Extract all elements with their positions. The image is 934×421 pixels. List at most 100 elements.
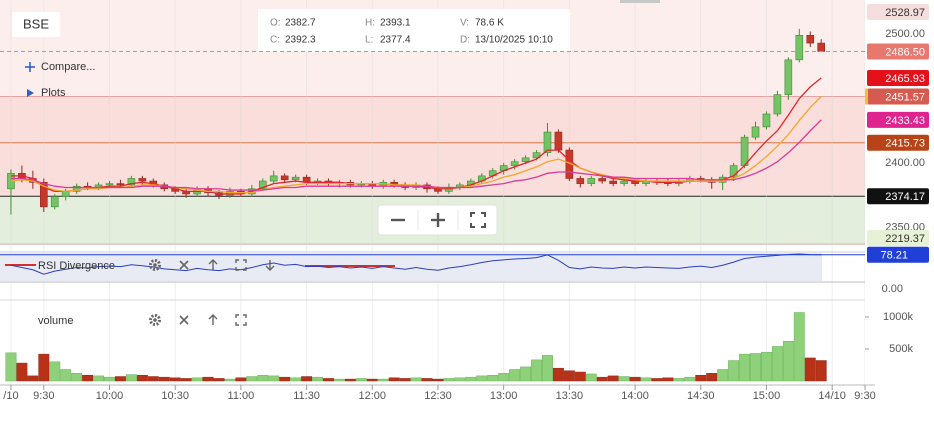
volume-bar (60, 369, 72, 382)
volume-bar (388, 377, 400, 382)
plots-button[interactable]: Plots (41, 87, 66, 99)
expand-icon[interactable] (235, 314, 247, 326)
plots-icon (27, 89, 34, 97)
volume-bar (169, 377, 181, 382)
volume-bar (5, 352, 17, 382)
candle-body (784, 59, 793, 95)
fullscreen-button[interactable] (470, 212, 486, 228)
volume-bar (761, 351, 772, 382)
volume-title: volume (38, 315, 73, 327)
candle-body (127, 178, 136, 186)
volume-bar (93, 375, 104, 382)
zoom-in-button[interactable] (431, 213, 445, 227)
x-tick-label: 10:00 (96, 390, 124, 402)
info-key: D: (460, 35, 470, 46)
volume-bar (290, 377, 302, 382)
price-tag-label: 2451.57 (885, 91, 925, 103)
settings-icon[interactable] (149, 314, 161, 326)
candle-body (39, 182, 48, 208)
rsi-tag-label: 78.21 (880, 250, 908, 262)
candle-body (72, 185, 81, 192)
volume-bar (596, 376, 608, 382)
study-icons (149, 259, 275, 326)
x-tick-label: /10 (3, 390, 18, 402)
volume-bar (147, 376, 159, 382)
compare-button[interactable]: Compare... (41, 61, 95, 73)
candle-body (105, 183, 114, 186)
volume-bar (82, 374, 94, 382)
drag-handle[interactable] (620, 0, 660, 3)
info-key: C: (270, 35, 280, 46)
price-axis (865, 0, 934, 421)
x-tick-label: 11:00 (228, 390, 255, 402)
volume-bar (377, 378, 389, 382)
price-tag-label: 2415.73 (885, 138, 925, 150)
volume-bar (607, 375, 619, 382)
move-down-icon[interactable] (265, 260, 275, 271)
x-tick-label: 12:00 (359, 390, 387, 402)
candle-body (576, 178, 585, 184)
candle-body (543, 131, 552, 153)
price-tag-label: 2465.93 (885, 73, 925, 85)
ohlc-info: O: 2382.7 H: 2393.1 V: 78.6 K C: 2392.3 L: 2377.4… (270, 18, 553, 46)
price-tag (867, 4, 929, 20)
volume-bar (399, 378, 411, 382)
plot (0, 28, 865, 382)
price-tag (867, 188, 929, 205)
volume-bar (476, 375, 488, 382)
y-tick-label: 2400.00 (885, 157, 925, 169)
x-tick-label: 12:30 (424, 390, 452, 402)
volume-bar (454, 377, 466, 382)
candle-body (598, 178, 607, 182)
volume-bar (684, 376, 696, 382)
volume-bar (136, 374, 148, 382)
volume-bar (279, 376, 291, 382)
close-icon[interactable] (179, 315, 189, 325)
volume-bar (563, 370, 575, 382)
move-up-icon[interactable] (208, 259, 218, 270)
price-tag-label: 2219.37 (885, 233, 925, 245)
volume-bar (421, 378, 433, 382)
settings-icon[interactable] (149, 259, 161, 271)
volume-bar (618, 376, 630, 382)
volume-bar (224, 378, 236, 382)
candle-body (806, 35, 815, 44)
volume-bar (114, 376, 126, 382)
volume-bar (520, 366, 532, 382)
move-up-icon[interactable] (208, 314, 218, 325)
candle-body (61, 191, 70, 197)
x-tick-label: 10:30 (161, 390, 189, 402)
x-tick-label: 14:30 (687, 390, 715, 402)
candle-body (773, 94, 782, 115)
volume-bar (246, 376, 258, 382)
candle-body (817, 42, 826, 52)
volume-bar (443, 378, 455, 382)
moving-average (10, 119, 822, 191)
volume-bar (673, 378, 685, 382)
volume-bar (651, 378, 663, 382)
settings-icon-core (153, 263, 157, 267)
x-tick-label: 14:00 (621, 390, 649, 402)
y-tick-label: 2500.00 (885, 28, 925, 40)
candle-body (138, 178, 147, 182)
volume-bar (432, 378, 444, 382)
symbol-box[interactable] (12, 12, 60, 37)
candle-body (280, 175, 289, 181)
volume-bar (355, 378, 367, 382)
volume-bar (717, 369, 729, 382)
close-icon[interactable] (179, 260, 189, 270)
moving-average (10, 96, 822, 194)
volume-bar (782, 341, 794, 382)
x-tick-label: 14/10 (818, 390, 846, 402)
x-tick-label: 15:00 (753, 390, 781, 402)
volume-bar (662, 377, 674, 382)
volume-bar (640, 377, 652, 382)
expand-icon[interactable] (235, 259, 247, 271)
volume-bar (750, 353, 761, 382)
volume-bar (771, 346, 783, 382)
volume-bar (301, 376, 313, 382)
ohlc-box (258, 9, 570, 51)
candle-body (740, 136, 749, 166)
price-tag (867, 88, 929, 105)
